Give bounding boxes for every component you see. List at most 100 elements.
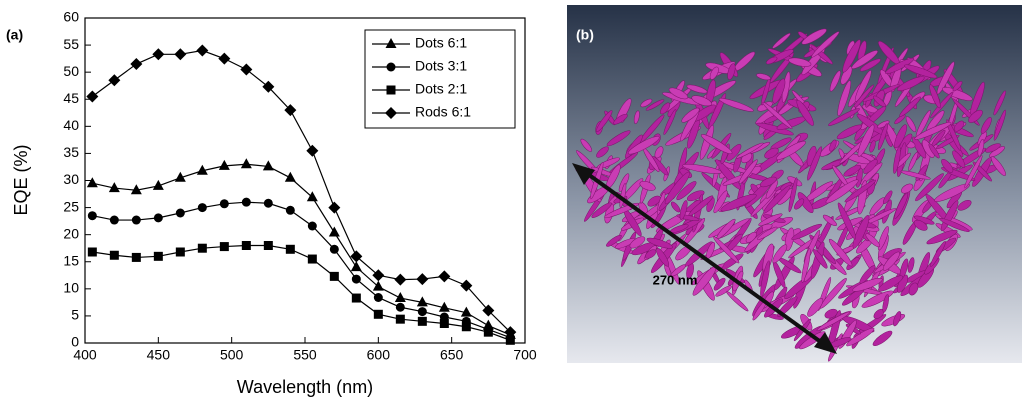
marker — [197, 243, 207, 253]
y-axis-title: EQE (%) — [11, 144, 31, 215]
marker — [438, 270, 451, 283]
marker — [306, 191, 318, 202]
marker — [87, 247, 97, 257]
nanorod — [936, 61, 955, 95]
y-tick-label: 15 — [63, 252, 79, 268]
nanorod — [939, 218, 970, 232]
y-tick-label: 25 — [63, 198, 79, 214]
nanorod — [837, 202, 857, 240]
nanorod — [646, 237, 673, 249]
nanorod — [654, 146, 664, 159]
nanorod — [688, 195, 714, 216]
nanorod — [894, 124, 907, 149]
nanorod — [968, 109, 983, 123]
nanorod — [647, 195, 661, 207]
marker — [329, 271, 339, 281]
x-axis-title: Wavelength (nm) — [237, 377, 373, 397]
nanorod — [926, 229, 958, 245]
nanorod — [772, 78, 786, 104]
marker — [504, 326, 517, 339]
nanorod — [852, 277, 883, 292]
marker — [262, 80, 275, 93]
marker — [109, 250, 119, 260]
nanorod — [772, 32, 791, 49]
nanorod — [777, 296, 798, 317]
marker — [328, 201, 341, 214]
marker — [87, 211, 97, 221]
nanorod — [829, 139, 837, 152]
nanorod — [788, 177, 798, 213]
marker — [482, 304, 495, 317]
nanorod — [726, 291, 749, 312]
nanorod — [713, 190, 728, 214]
y-tick-label: 35 — [63, 144, 79, 160]
marker — [86, 177, 98, 188]
nanorod — [745, 231, 757, 243]
marker — [218, 52, 231, 65]
nanorod — [908, 151, 919, 171]
nanorod — [709, 66, 719, 80]
nanorod — [701, 134, 733, 155]
scale-arrow — [583, 170, 827, 347]
nanorod — [606, 234, 622, 247]
marker — [241, 241, 251, 250]
marker — [395, 302, 405, 312]
nanorod — [682, 163, 722, 174]
nanorod — [822, 214, 837, 227]
marker — [285, 205, 295, 215]
y-tick-label: 40 — [63, 117, 79, 133]
nanorod — [908, 282, 919, 296]
nanorod — [865, 233, 881, 248]
nanorod — [794, 198, 805, 210]
nanorod — [686, 190, 705, 202]
nanorod — [828, 108, 860, 126]
nanorod — [954, 120, 965, 132]
marker — [240, 158, 252, 169]
x-tick-label: 500 — [220, 347, 244, 363]
nanorod — [914, 122, 952, 140]
nanorod — [765, 180, 778, 199]
nanorod — [873, 95, 886, 108]
nanorod — [859, 58, 881, 72]
y-tick-label: 55 — [63, 36, 79, 52]
nanorod — [691, 95, 712, 107]
nanorod — [836, 124, 862, 140]
series-line — [92, 163, 511, 336]
nanorod — [816, 311, 851, 331]
nanorod — [788, 57, 812, 67]
nanorod — [676, 181, 697, 201]
nanorod — [901, 183, 914, 194]
nanorod — [980, 117, 992, 134]
marker — [108, 74, 121, 87]
nanorod — [852, 215, 870, 249]
y-tick-label: 60 — [63, 9, 79, 25]
nanorod — [894, 192, 909, 219]
nanorod — [882, 190, 893, 205]
nanorod — [913, 219, 928, 231]
nanorod — [907, 257, 915, 273]
nanorod — [757, 226, 778, 240]
x-tick-label: 450 — [147, 347, 171, 363]
nanorod — [825, 179, 859, 204]
marker — [153, 251, 163, 261]
nanorod — [763, 185, 791, 214]
marker — [219, 199, 229, 209]
nanorod — [713, 277, 726, 291]
nanorod — [660, 102, 671, 115]
nanorod — [877, 226, 889, 251]
marker — [130, 184, 142, 195]
nanorod — [640, 98, 653, 108]
marker — [351, 274, 361, 284]
nanorod — [837, 80, 851, 117]
marker — [460, 279, 473, 292]
marker — [263, 198, 273, 208]
marker — [307, 221, 317, 231]
legend-label: Dots 3:1 — [415, 58, 467, 74]
marker — [108, 182, 120, 193]
nanorod — [760, 176, 777, 188]
nanorod — [842, 39, 861, 73]
nanorod — [727, 63, 736, 80]
nanorod-render — [575, 28, 1007, 362]
nanorod — [613, 113, 628, 125]
